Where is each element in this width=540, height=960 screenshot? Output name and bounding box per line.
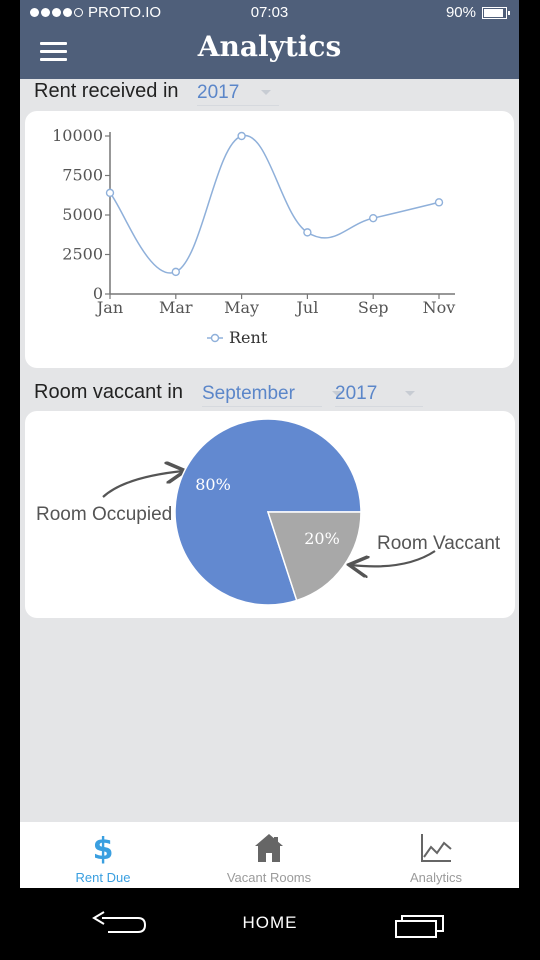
recent-apps-icon[interactable] [393, 912, 449, 940]
bottom-tab-bar: $ Rent Due Vacant Rooms Analytics [20, 822, 519, 888]
chevron-down-icon [405, 391, 415, 396]
x-tick-label: Nov [423, 298, 456, 317]
battery-percent: 90% [445, 4, 476, 21]
status-bar: PROTO.IO 07:03 90% [20, 0, 519, 26]
rent-year-value: 2017 [197, 81, 240, 103]
pie-label-occupied: 80% [195, 475, 231, 494]
y-tick-label: 5000 [62, 205, 103, 224]
callout-room-vaccant: Room Vaccant [377, 533, 501, 554]
pie-slice-vacant [266, 511, 362, 602]
x-tick-label: May [224, 298, 259, 317]
rent-series-line [109, 135, 440, 274]
vacancy-section-label: Room vaccant in [34, 381, 183, 403]
vacancy-chart-card: 80% 20% Room Occupied Room Vaccant [25, 411, 515, 618]
app-header: Analytics [20, 26, 519, 79]
rent-data-point [105, 188, 115, 198]
signal-strength-icon [30, 4, 85, 21]
tab-vacant-rooms[interactable]: Vacant Rooms [186, 822, 352, 888]
rent-data-point [237, 131, 246, 141]
rent-section-label: Rent received in [34, 80, 179, 102]
legend-marker [210, 333, 220, 343]
y-tick-label: 0 [93, 284, 103, 303]
battery-icon [482, 6, 510, 19]
house-icon [255, 834, 283, 862]
system-nav-bar: HOME [0, 888, 540, 960]
tab-analytics-label: Analytics [409, 870, 463, 885]
phone-screen: PROTO.IO 07:03 90% Analytics Rent receiv… [20, 0, 519, 888]
rent-year-select[interactable]: 2017 [197, 80, 279, 106]
rent-line-chart: 0 2500 5000 7500 10000 Jan Mar May Jul Sep Nov Rent [52, 126, 456, 347]
page-title: Analytics [197, 30, 342, 63]
vacancy-year-value: 2017 [335, 382, 378, 404]
battery-status: 90% [445, 4, 510, 21]
y-tick-label: 10000 [52, 126, 103, 145]
dollar-icon: $ [93, 832, 113, 864]
x-tick-label: Mar [159, 298, 193, 317]
carrier-info: PROTO.IO [30, 4, 161, 21]
rent-data-point [434, 198, 444, 207]
pie-label-vacant: 20% [304, 529, 340, 548]
back-arrow-icon[interactable] [90, 910, 148, 936]
chevron-down-icon [332, 391, 342, 396]
callout-room-occupied: Room Occupied [36, 504, 172, 525]
hamburger-menu-icon[interactable] [40, 42, 67, 62]
tab-rent-due[interactable]: $ Rent Due [20, 822, 186, 888]
carrier-name: PROTO.IO [88, 4, 162, 21]
tab-rent-due-label: Rent Due [75, 870, 131, 885]
rent-data-point [171, 267, 181, 277]
occupied-arrow [102, 471, 183, 498]
y-tick-label: 2500 [62, 245, 103, 264]
rent-data-point [303, 228, 312, 237]
x-tick-label: Sep [358, 298, 389, 317]
line-chart-icon [421, 834, 452, 862]
vacancy-pie-chart: 80% 20% Room Occupied Room Vaccant [36, 418, 501, 606]
home-button[interactable]: HOME [242, 913, 298, 932]
vacancy-year-select[interactable]: 2017 [335, 381, 423, 407]
y-tick-label: 7500 [62, 166, 103, 185]
legend-label: Rent [229, 328, 268, 347]
vacancy-month-select[interactable]: September [202, 381, 342, 407]
rent-chart-card: 0 2500 5000 7500 10000 Jan Mar May Jul Sep Nov Rent [25, 111, 514, 368]
x-tick-label: Jan [95, 298, 123, 317]
vacancy-month-value: September [202, 382, 295, 404]
tab-vacant-rooms-label: Vacant Rooms [226, 870, 312, 885]
tab-analytics[interactable]: Analytics [353, 822, 519, 888]
status-time: 07:03 [250, 4, 289, 21]
svg-text:$: $ [93, 832, 113, 864]
x-tick-label: Jul [294, 298, 318, 317]
chevron-down-icon [261, 90, 271, 95]
vacant-arrow [351, 550, 436, 566]
rent-data-point [369, 213, 378, 223]
